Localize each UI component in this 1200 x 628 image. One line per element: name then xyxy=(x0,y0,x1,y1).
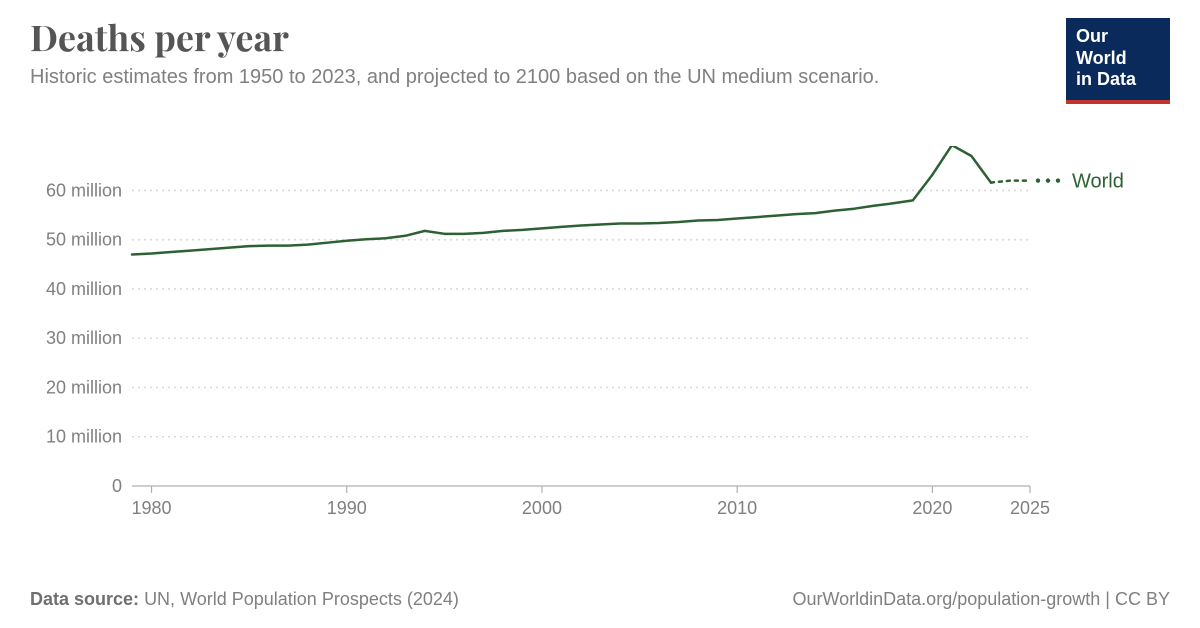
y-tick-label: 50 million xyxy=(46,230,122,250)
chart-title: Deaths per year xyxy=(30,18,1066,58)
chart-subtitle: Historic estimates from 1950 to 2023, an… xyxy=(30,64,910,91)
chart-area: 0 10 million 20 million 30 million 40 millio… xyxy=(30,146,1170,546)
data-source-value: UN, World Population Prospects (2024) xyxy=(144,589,459,609)
owid-logo-line1: Our World xyxy=(1076,26,1160,69)
x-tick-label: 2020 xyxy=(912,498,952,518)
x-tick-label: 2025 xyxy=(1010,498,1050,518)
y-tick-label: 10 million xyxy=(46,427,122,447)
y-tick-label: 30 million xyxy=(46,328,122,348)
x-tick-label: 2010 xyxy=(717,498,757,518)
series-line-projection xyxy=(991,181,1030,183)
series-connector-dot xyxy=(1036,178,1040,182)
footer: Data source: UN, World Population Prospe… xyxy=(30,589,1170,610)
y-tick-label: 0 xyxy=(112,476,122,496)
owid-logo-line2: in Data xyxy=(1076,69,1160,91)
page-root: Deaths per year Historic estimates from … xyxy=(0,0,1200,628)
owid-logo-underline xyxy=(1066,100,1170,104)
series-connector-dot xyxy=(1056,178,1060,182)
chart-svg: 0 10 million 20 million 30 million 40 millio… xyxy=(30,146,1170,546)
y-tick-label: 60 million xyxy=(46,180,122,200)
attribution: OurWorldinData.org/population-growth | C… xyxy=(792,589,1170,610)
header-text: Deaths per year Historic estimates from … xyxy=(30,18,1066,91)
header: Deaths per year Historic estimates from … xyxy=(30,18,1170,104)
x-tick-label: 2000 xyxy=(522,498,562,518)
y-tick-label: 20 million xyxy=(46,377,122,397)
y-tick-label: 40 million xyxy=(46,279,122,299)
data-source: Data source: UN, World Population Prospe… xyxy=(30,589,459,610)
owid-logo: Our World in Data xyxy=(1066,18,1170,104)
x-tick-label: 1990 xyxy=(327,498,367,518)
data-source-label: Data source: xyxy=(30,589,139,609)
series-connector-dot xyxy=(1046,178,1050,182)
series-label: World xyxy=(1072,171,1124,193)
series-line-historic xyxy=(132,146,991,255)
x-tick-label: 1980 xyxy=(131,498,171,518)
owid-logo-box: Our World in Data xyxy=(1066,18,1170,100)
